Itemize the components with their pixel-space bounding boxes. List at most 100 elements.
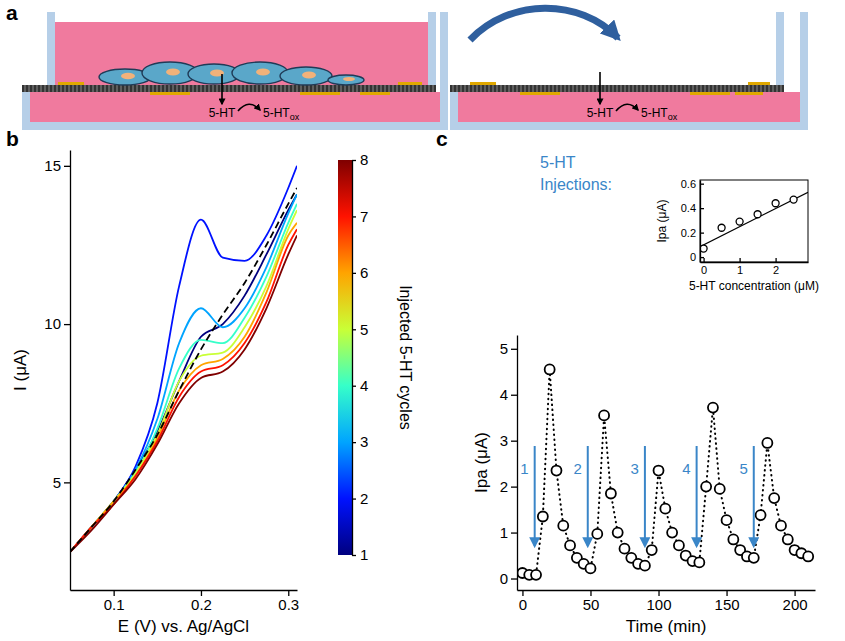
- data-point: [585, 563, 595, 573]
- reactant-label: 5-HT: [209, 106, 236, 120]
- colorbar-axis-tick: 1: [352, 546, 368, 563]
- x-axis-tick: 0: [519, 590, 527, 613]
- data-point: [790, 196, 797, 203]
- series-line: [70, 223, 297, 552]
- x-axis-line: [71, 590, 298, 591]
- data-point: [558, 521, 568, 531]
- colorbar-axis-tick-mark: [352, 160, 356, 161]
- panel-b: 0.10.20.351015E (V) vs. Ag/AgClI (μA)123…: [11, 151, 414, 637]
- colorbar-axis-tick-mark: [352, 555, 356, 556]
- insert-left-wall: [47, 12, 55, 85]
- series-line: [70, 188, 297, 552]
- colorbar-axis-tick-label: 7: [360, 208, 368, 225]
- colorbar-axis-tick: 6: [352, 264, 368, 281]
- oxidation-arrow: [616, 104, 638, 111]
- product-subscript: ox: [668, 112, 678, 122]
- colorbar-axis-tick: 5: [352, 321, 368, 338]
- data-point: [783, 534, 793, 544]
- data-point: [545, 364, 555, 374]
- x-axis-tick-label: 2: [773, 264, 779, 276]
- transfer-arrow: [470, 8, 618, 40]
- data-point: [606, 489, 616, 499]
- data-point: [551, 466, 561, 476]
- data-point: [736, 218, 743, 225]
- well-right-wall: [440, 12, 448, 122]
- colorbar-axis-tick-mark: [352, 216, 356, 217]
- x-axis-tick-label: 200: [783, 596, 808, 613]
- series-line: [70, 210, 297, 552]
- y-axis-tick-label: 0: [690, 251, 696, 263]
- x-axis-tick-label: 50: [583, 596, 600, 613]
- x-axis-tick-label: 0: [701, 264, 707, 276]
- x-axis-tick-label: 0.1: [104, 596, 125, 613]
- data-point: [762, 438, 772, 448]
- y-axis-line: [517, 336, 518, 591]
- y-axis-tick: 10: [44, 315, 70, 332]
- colorbar-axis-tick-mark: [352, 329, 356, 330]
- colorbar-axis-tick-label: 5: [360, 321, 368, 338]
- series-line: [70, 166, 297, 552]
- plot-area: [70, 166, 297, 552]
- x-axis-line: [701, 262, 809, 263]
- y-axis-tick: 5: [500, 340, 517, 357]
- series-line: [70, 235, 297, 552]
- colorbar-axis-tick-mark: [352, 498, 356, 499]
- well-base: [22, 122, 448, 130]
- oxidation-arrow: [238, 104, 260, 111]
- y-axis: 012345: [500, 336, 518, 591]
- y-axis-tick-mark: [64, 166, 70, 167]
- y-axis-tick: 4: [500, 386, 517, 403]
- plot-frame: [700, 180, 808, 262]
- plot-area: [700, 192, 808, 252]
- data-point: [599, 410, 609, 420]
- colorbar-axis-tick-label: 3: [360, 433, 368, 450]
- connecting-line: [522, 369, 808, 574]
- x-axis-tick-mark: [703, 258, 704, 262]
- series-line: [70, 194, 297, 552]
- data-point: [640, 561, 650, 571]
- cell-nucleus: [343, 77, 355, 81]
- release-arrow: [599, 72, 601, 104]
- y-axis-line: [70, 151, 71, 591]
- data-point: [776, 521, 786, 531]
- y-axis-tick-label: 5: [500, 340, 508, 357]
- y-axis-tick-mark: [700, 184, 704, 185]
- data-point: [756, 510, 766, 520]
- electrode: [735, 92, 763, 95]
- data-point: [647, 545, 657, 555]
- data-point: [613, 528, 623, 538]
- product-label: 5-HTox: [263, 106, 300, 122]
- y-axis-tick: 0: [690, 251, 704, 263]
- y-axis-tick: 1: [500, 524, 517, 541]
- x-axis-tick: 1: [737, 258, 743, 276]
- y-axis-tick-mark: [700, 208, 704, 209]
- product-text: 5-HT: [263, 106, 290, 120]
- cell: [280, 67, 332, 85]
- data-point: [803, 551, 813, 561]
- y-axis-tick-label: 15: [44, 157, 61, 174]
- y-axis-tick-label: 0.2: [681, 227, 696, 239]
- x-axis-tick-label: 100: [647, 596, 672, 613]
- x-axis: 0.10.20.3: [71, 590, 300, 613]
- panel-c: 050100150200012345Time (min)Ipa (μA)5-HT…: [472, 154, 816, 636]
- data-point: [667, 528, 677, 538]
- x-axis-tick: 0.1: [104, 590, 125, 613]
- well-right-wall: [800, 12, 808, 122]
- colorbar-axis-tick-label: 2: [360, 490, 368, 507]
- data-point: [718, 224, 725, 231]
- y-axis-tick-mark: [64, 482, 70, 483]
- injection-arrow: [753, 446, 755, 546]
- colorbar-axis-tick: 2: [352, 490, 368, 507]
- colorbar-axis-tick: 8: [352, 151, 368, 168]
- x-axis-tick: 150: [715, 590, 740, 613]
- data-point: [769, 493, 779, 503]
- data-point: [531, 570, 541, 580]
- injection-arrow: [644, 446, 646, 546]
- y-axis-tick: 5: [53, 474, 70, 491]
- y-axis-tick-label: 0.6: [681, 178, 696, 190]
- y-axis-tick-mark: [511, 578, 517, 579]
- injection-arrow: [587, 446, 589, 546]
- well-left-wall: [450, 92, 458, 122]
- y-axis-tick: 0.4: [681, 202, 704, 214]
- y-axis-tick-label: 1: [500, 524, 508, 541]
